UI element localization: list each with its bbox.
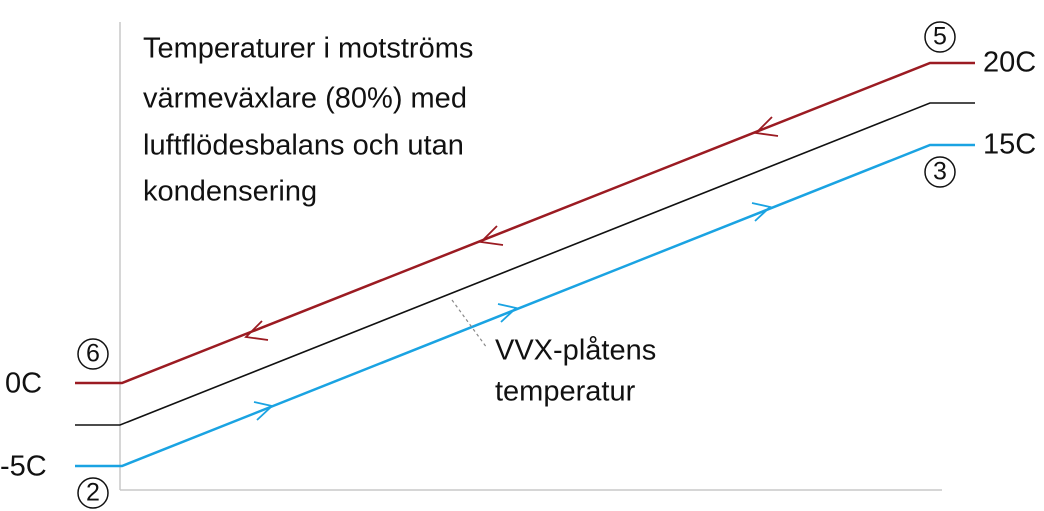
leader-line bbox=[451, 299, 488, 349]
exhaust-arrows bbox=[244, 116, 779, 341]
point-number: 2 bbox=[86, 479, 100, 507]
point-circles bbox=[77, 21, 956, 509]
title-line: Temperaturer i motströms bbox=[143, 33, 473, 65]
plate-label: VVX-plåtens bbox=[495, 335, 656, 367]
temp-label: 20C bbox=[983, 47, 1036, 79]
supply-line bbox=[75, 143, 975, 468]
exhaust-line bbox=[75, 61, 975, 385]
title-line: kondensering bbox=[143, 176, 317, 208]
plate-label: temperatur bbox=[495, 376, 636, 408]
point-number: 3 bbox=[933, 158, 947, 186]
plate-line bbox=[75, 102, 975, 426]
point-number: 6 bbox=[86, 340, 100, 368]
temp-label: 15C bbox=[983, 129, 1036, 161]
temp-label: -5C bbox=[0, 451, 47, 483]
title-line: värmeväxlare (80%) med bbox=[143, 83, 467, 115]
supply-arrows bbox=[253, 202, 772, 421]
title-line: luftflödesbalans och utan bbox=[143, 130, 464, 162]
point-number: 5 bbox=[933, 23, 947, 51]
temp-label: 0C bbox=[5, 368, 42, 400]
